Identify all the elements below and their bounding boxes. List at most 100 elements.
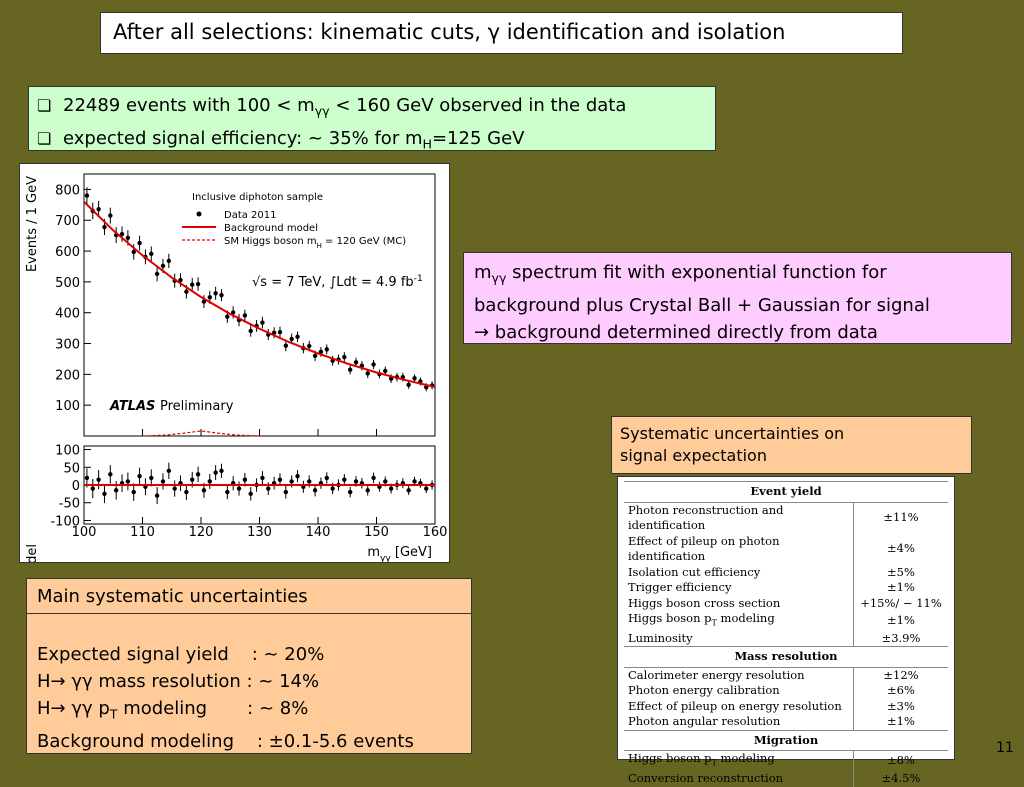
data-point <box>242 313 248 318</box>
data-point <box>424 486 429 491</box>
x-tick-label: 110 <box>130 525 155 540</box>
status-label: Preliminary <box>160 399 234 414</box>
data-point <box>149 475 154 481</box>
data-point <box>318 349 324 355</box>
title: After all selections: kinematic cuts, γ … <box>113 20 786 44</box>
data-point <box>371 362 376 367</box>
data-point <box>412 479 417 484</box>
data-point <box>213 470 218 475</box>
data-point <box>166 258 172 264</box>
data-point <box>330 486 335 491</box>
y-tick-label: 600 <box>55 245 80 260</box>
data-point <box>324 347 329 352</box>
data-point <box>277 477 283 482</box>
data-point <box>342 354 347 360</box>
data-point <box>219 292 224 298</box>
source: Isolation cut efficiency <box>628 564 761 579</box>
data-point <box>307 479 312 484</box>
data-point <box>96 477 101 482</box>
data-point <box>266 486 271 491</box>
main-systematics-box: Main systematic uncertainties Expected s… <box>26 578 472 754</box>
data-point <box>307 343 312 349</box>
data-point <box>108 472 113 477</box>
line: Background modeling : ±0.1-5.6 events <box>37 730 414 752</box>
data-point <box>195 281 201 287</box>
data-point <box>96 206 101 212</box>
table-row: Higgs boson pT modeling ±1% <box>624 611 948 631</box>
data-point <box>312 353 318 359</box>
x-tick-label: 100 <box>72 525 97 540</box>
data-point <box>125 479 131 484</box>
title-box: After all selections: kinematic cuts, γ … <box>100 12 903 54</box>
y-tick-label: 50 <box>63 461 80 476</box>
caption-box: Systematic uncertainties on signal expec… <box>611 416 972 474</box>
text-part: = 120 GeV (MC) <box>322 236 406 247</box>
uncertainty: ±4.5% <box>853 771 948 787</box>
data-point <box>295 334 300 339</box>
page-number: 11 <box>996 740 1014 756</box>
note-line: mγγ spectrum fit with exponential functi… <box>474 259 1001 292</box>
section-row: Migration <box>624 729 948 752</box>
data-point <box>225 314 230 319</box>
table-row: Photon reconstruction and identification… <box>624 502 948 534</box>
legend-entry: SM Higgs boson mH = 120 GeV (MC) <box>224 236 406 250</box>
data-point <box>412 376 417 381</box>
y-tick-label: -100 <box>50 514 80 529</box>
data-point <box>347 367 353 372</box>
data-point <box>184 289 189 294</box>
data-point <box>149 251 154 257</box>
text-part: -1 <box>414 274 423 284</box>
data-point <box>289 479 294 484</box>
section-row: Mass resolution <box>624 646 948 668</box>
text-part: γγ <box>314 103 330 119</box>
uncertainty: ±1% <box>853 714 948 731</box>
table-row: Trigger efficiency ±1% <box>624 580 948 596</box>
y-tick-label: 100 <box>55 399 80 414</box>
data-point <box>260 320 265 325</box>
table-row: Higgs boson pT modeling ±8% <box>624 750 948 772</box>
text-part: modeling <box>716 611 775 625</box>
data-point <box>283 343 289 348</box>
data-point <box>131 249 136 255</box>
uncertainty: ±8% <box>853 750 948 772</box>
text-part: spectrum fit with exponential function f… <box>506 262 887 283</box>
table-row: Higgs boson cross section +15%/ − 11% <box>624 595 948 611</box>
section-title: Migration <box>624 729 948 752</box>
data-point <box>131 489 136 495</box>
bullet-box: 22489 events with 100 < mγγ < 160 GeV ob… <box>28 86 716 151</box>
uncertainty: ±5% <box>853 564 948 580</box>
data-point <box>260 475 265 481</box>
data-point <box>365 371 370 376</box>
data-point <box>201 299 207 304</box>
lines: Expected signal yield : ~ 20% H→ γγ mass … <box>27 641 471 755</box>
y-axis-label: Data - Bkg model <box>25 544 40 562</box>
data-point <box>353 479 359 484</box>
source: Photon angular resolution <box>628 714 781 729</box>
text-part: H→ γγ p <box>37 698 110 719</box>
fit-note-box: mγγ spectrum fit with exponential functi… <box>463 252 1012 344</box>
data-point <box>236 486 242 491</box>
source: Trigger efficiency <box>628 580 732 594</box>
slide: {"title": "After all selections: kinemat… <box>0 0 1024 768</box>
heading: Main systematic uncertainties <box>27 579 471 614</box>
data-point <box>90 486 95 491</box>
text-part: m <box>474 262 492 283</box>
uncertainty: ±3.9% <box>853 630 948 647</box>
legend-swatch <box>196 211 202 217</box>
source: Photon energy calibration <box>628 683 780 698</box>
data-point <box>371 475 376 481</box>
source: Calorimeter energy resolution <box>628 667 805 682</box>
data-point <box>383 479 388 484</box>
text-part: SM Higgs boson m <box>224 236 317 247</box>
source: Effect of pileup on energy resolution <box>628 698 842 713</box>
uncertainty: ±4% <box>853 533 948 565</box>
data-point <box>312 488 318 493</box>
table-row: Luminosity ±3.9% <box>624 630 948 647</box>
legend-entry: Background model <box>224 223 318 234</box>
data-point <box>108 213 113 218</box>
legend-entry: Data 2011 <box>224 210 277 221</box>
table-row: Photon energy calibration ±6% <box>624 683 948 699</box>
text-part: Higgs boson p <box>628 611 712 625</box>
text-part: T <box>711 758 717 768</box>
source: Higgs boson cross section <box>628 595 781 610</box>
